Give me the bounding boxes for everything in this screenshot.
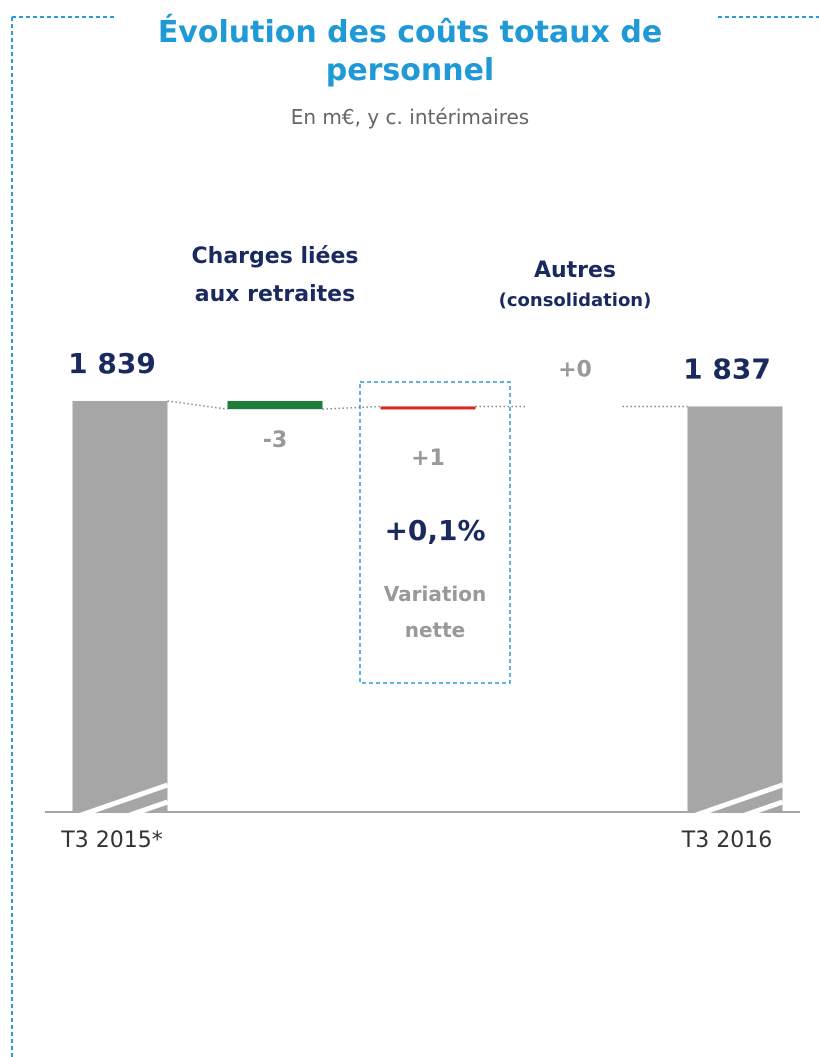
value-label: -3 — [263, 428, 287, 453]
step-bar — [380, 406, 476, 410]
step-note: (consolidation) — [498, 290, 652, 311]
step-bar — [227, 400, 323, 410]
axis-break — [71, 782, 169, 821]
axis-break — [686, 782, 784, 821]
value-label: 1 837 — [683, 352, 771, 385]
x-tick-label: T3 2015* — [60, 828, 162, 853]
total-bar — [687, 406, 783, 812]
value-label: 1 839 — [68, 347, 156, 380]
step-label: Charges liées aux retraites — [191, 244, 359, 307]
value-label: +0 — [558, 357, 592, 382]
annotation-box — [359, 381, 511, 684]
annotation-value: +0,1% — [384, 514, 486, 547]
total-bar — [72, 400, 168, 812]
chart-title: Évolution des coûts totaux de personnel — [157, 15, 663, 88]
step-label: Autres — [533, 258, 617, 283]
axis-break — [71, 799, 169, 838]
frame — [11, 16, 819, 1057]
connector — [167, 400, 228, 410]
connector — [322, 405, 381, 410]
chart-subtitle: En m€, y c. intérimaires — [290, 105, 530, 129]
annotation-text: Variation nette — [383, 582, 487, 642]
axis-break — [686, 799, 784, 838]
value-label: +1 — [411, 446, 445, 471]
x-tick-label: T3 2016 — [681, 828, 772, 853]
